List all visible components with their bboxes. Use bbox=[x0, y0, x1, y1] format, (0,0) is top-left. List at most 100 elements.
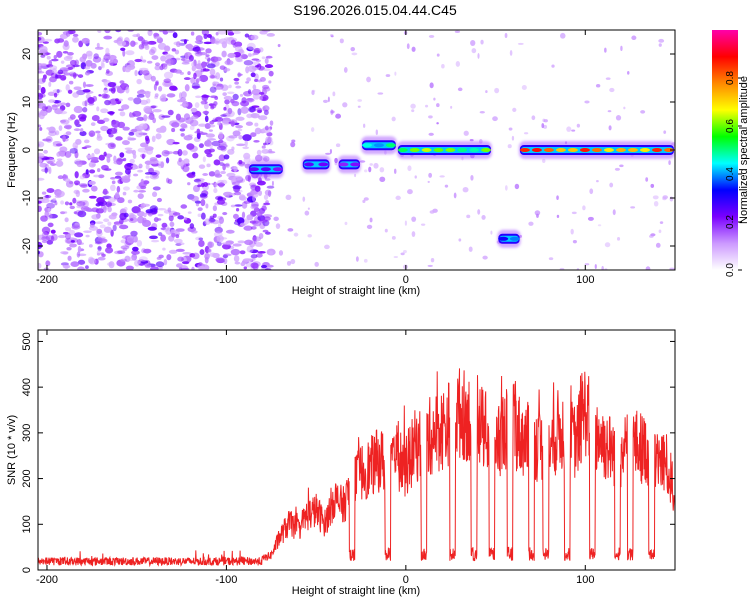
noise-speck bbox=[169, 212, 174, 216]
noise-speck bbox=[302, 196, 306, 202]
noise-speck bbox=[48, 60, 53, 67]
noise-speck bbox=[142, 217, 147, 223]
noise-speck bbox=[243, 60, 254, 66]
noise-speck bbox=[265, 231, 271, 235]
noise-speck bbox=[47, 222, 54, 228]
noise-speck bbox=[97, 168, 101, 173]
noise-speck bbox=[43, 38, 53, 42]
noise-speck bbox=[153, 217, 159, 223]
noise-speck bbox=[77, 74, 84, 78]
noise-speck bbox=[40, 63, 47, 67]
noise-speck bbox=[200, 198, 206, 207]
noise-speck bbox=[206, 163, 211, 168]
noise-speck bbox=[384, 228, 388, 233]
noise-speck bbox=[93, 174, 100, 178]
noise-speck bbox=[77, 113, 87, 120]
noise-speck bbox=[457, 87, 463, 92]
noise-speck bbox=[246, 214, 254, 221]
noise-speck bbox=[354, 173, 357, 178]
noise-speck bbox=[91, 115, 100, 122]
frequency-track bbox=[360, 136, 397, 155]
noise-speck bbox=[143, 114, 148, 122]
noise-speck bbox=[187, 134, 193, 137]
noise-speck bbox=[139, 69, 144, 75]
noise-speck bbox=[161, 149, 170, 157]
noise-speck bbox=[234, 204, 243, 207]
noise-speck bbox=[116, 86, 122, 93]
noise-speck bbox=[310, 127, 315, 132]
noise-speck bbox=[74, 119, 80, 126]
noise-speck bbox=[166, 138, 176, 146]
noise-speck bbox=[351, 52, 358, 56]
noise-speck bbox=[79, 56, 87, 63]
noise-speck bbox=[263, 142, 267, 146]
noise-speck bbox=[235, 208, 240, 212]
noise-speck bbox=[64, 150, 72, 158]
noise-speck bbox=[166, 30, 176, 33]
noise-speck bbox=[40, 54, 46, 58]
noise-speck bbox=[477, 209, 481, 215]
noise-speck bbox=[133, 97, 142, 105]
noise-speck bbox=[217, 30, 227, 35]
noise-speck bbox=[47, 160, 54, 165]
noise-speck bbox=[645, 177, 649, 182]
bottom-y-axis-label: SNR (10 * v/v) bbox=[6, 415, 18, 485]
noise-speck bbox=[154, 65, 161, 71]
noise-speck bbox=[463, 130, 469, 136]
noise-speck bbox=[124, 255, 131, 263]
noise-speck bbox=[97, 256, 106, 261]
noise-speck bbox=[311, 90, 315, 96]
noise-speck bbox=[64, 227, 72, 232]
y-tick-label: 400 bbox=[21, 378, 33, 396]
noise-speck bbox=[258, 91, 265, 95]
noise-speck bbox=[182, 165, 190, 173]
noise-speck bbox=[523, 132, 529, 135]
noise-speck bbox=[427, 264, 433, 267]
noise-speck bbox=[597, 224, 602, 227]
noise-speck bbox=[230, 98, 235, 104]
noise-speck bbox=[140, 178, 144, 185]
noise-speck bbox=[69, 114, 76, 120]
noise-speck bbox=[169, 85, 178, 91]
noise-speck bbox=[536, 213, 539, 218]
noise-speck bbox=[95, 208, 105, 214]
noise-speck bbox=[105, 201, 112, 208]
noise-speck bbox=[268, 80, 272, 84]
noise-speck bbox=[38, 177, 45, 181]
noise-speck bbox=[237, 108, 242, 116]
noise-speck bbox=[41, 239, 48, 244]
noise-speck bbox=[59, 33, 68, 39]
noise-speck bbox=[260, 264, 268, 269]
noise-speck bbox=[245, 98, 255, 103]
frequency-track bbox=[497, 229, 521, 248]
noise-speck bbox=[190, 31, 195, 36]
noise-speck bbox=[291, 139, 296, 143]
noise-speck bbox=[130, 230, 138, 237]
noise-speck bbox=[223, 253, 232, 257]
noise-speck bbox=[220, 114, 227, 118]
noise-speck bbox=[250, 34, 259, 41]
noise-speck bbox=[107, 206, 112, 213]
noise-speck bbox=[141, 153, 145, 159]
noise-speck bbox=[650, 183, 655, 188]
noise-speck bbox=[77, 253, 87, 257]
noise-speck bbox=[406, 43, 410, 50]
noise-speck bbox=[209, 120, 215, 125]
noise-speck bbox=[178, 266, 183, 270]
noise-speck bbox=[157, 213, 164, 217]
noise-speck bbox=[38, 124, 42, 128]
noise-speck bbox=[40, 215, 48, 222]
noise-speck bbox=[101, 93, 108, 99]
noise-speck bbox=[63, 40, 69, 47]
y-tick-label: -20 bbox=[21, 238, 33, 254]
noise-speck bbox=[145, 175, 150, 179]
noise-speck bbox=[154, 62, 161, 67]
x-tick-label: 0 bbox=[403, 274, 409, 286]
noise-speck bbox=[72, 72, 77, 79]
noise-speck bbox=[67, 89, 73, 94]
noise-speck bbox=[521, 85, 527, 91]
noise-speck bbox=[425, 104, 429, 108]
noise-speck bbox=[60, 60, 65, 64]
noise-speck bbox=[462, 187, 469, 193]
noise-speck bbox=[214, 169, 220, 177]
